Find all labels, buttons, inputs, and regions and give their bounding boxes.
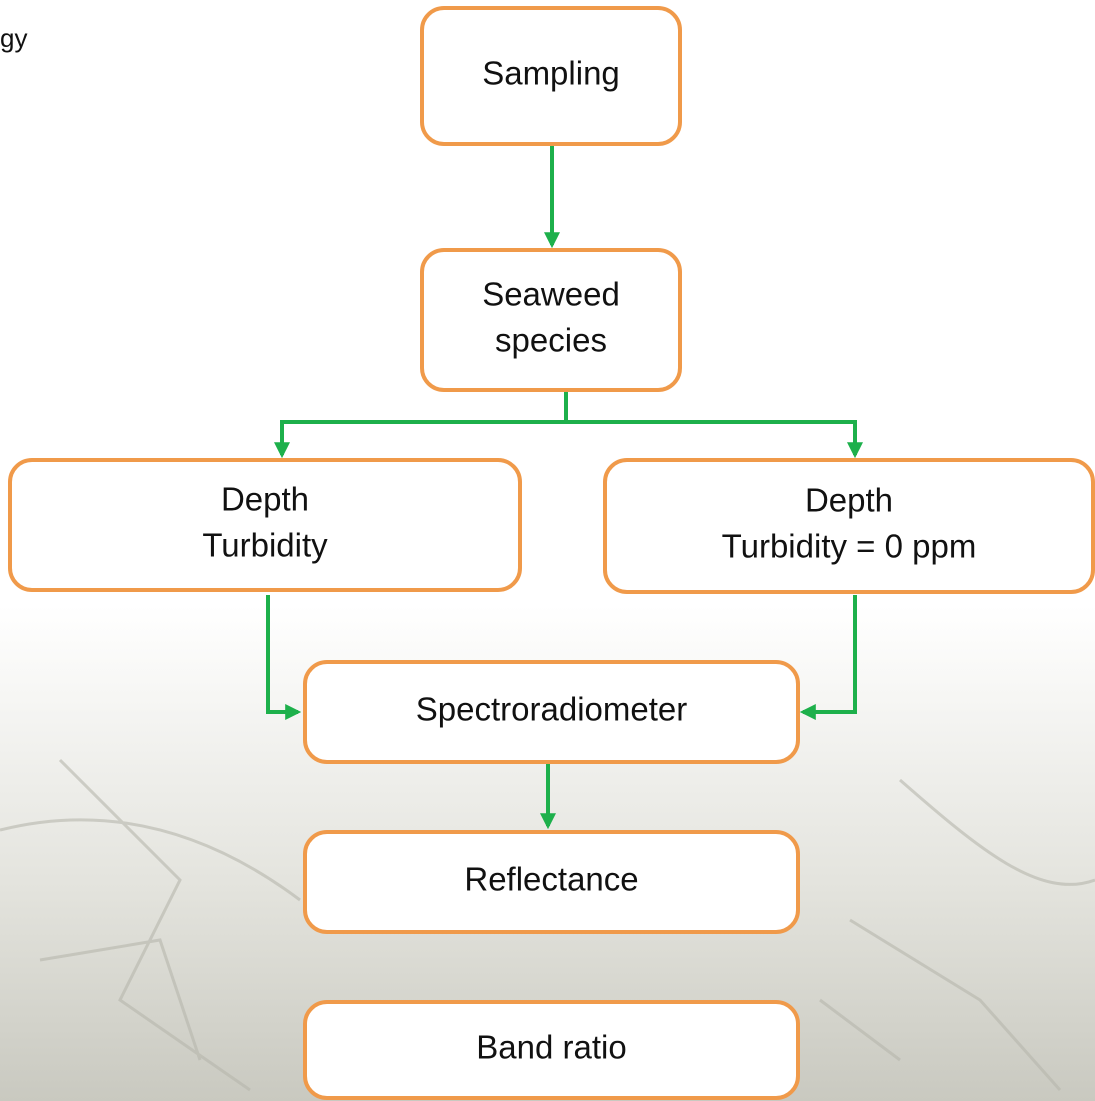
diagram: gy Sampling Seaweed species Depth Turbidity D… <box>0 0 1095 1101</box>
node-label: Depth <box>221 481 309 518</box>
node-label: Reflectance <box>464 861 638 898</box>
node-label: Band ratio <box>476 1029 626 1066</box>
node-label: Sampling <box>482 55 620 92</box>
node-label: Depth <box>805 482 893 519</box>
node-box <box>422 250 680 390</box>
node-box <box>605 460 1093 592</box>
title-fragment: gy <box>0 23 27 53</box>
node-label: Seaweed <box>482 276 620 313</box>
node-label: Spectroradiometer <box>416 691 687 728</box>
node-label: species <box>495 322 607 359</box>
node-label: Turbidity = 0 ppm <box>722 528 977 565</box>
node-label: Turbidity <box>202 527 328 564</box>
node-box <box>10 460 520 590</box>
